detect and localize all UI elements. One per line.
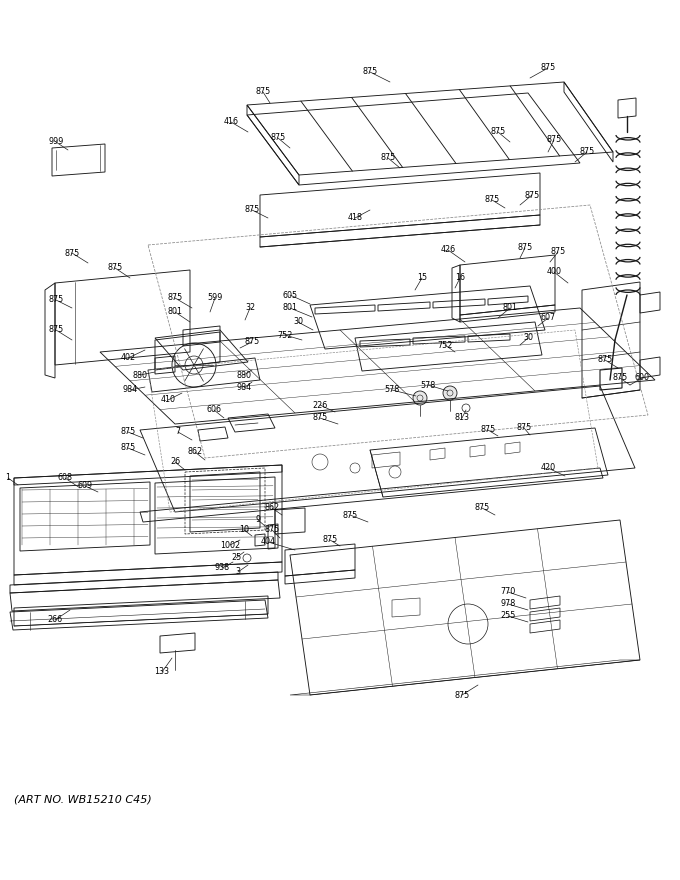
Text: 875: 875 xyxy=(490,128,506,136)
Text: 875: 875 xyxy=(613,373,628,383)
Text: 875: 875 xyxy=(484,195,500,204)
Text: 875: 875 xyxy=(524,190,540,200)
Text: 801: 801 xyxy=(503,304,517,312)
Text: 1002: 1002 xyxy=(220,540,240,549)
Text: 875: 875 xyxy=(65,248,80,258)
Text: 875: 875 xyxy=(517,244,532,253)
Text: 255: 255 xyxy=(500,612,515,620)
Text: 16: 16 xyxy=(455,274,465,282)
Text: 875: 875 xyxy=(541,63,556,72)
Text: 578: 578 xyxy=(420,380,436,390)
Text: (ART NO. WB15210 C45): (ART NO. WB15210 C45) xyxy=(14,795,152,805)
Text: 801: 801 xyxy=(167,307,182,317)
Text: 875: 875 xyxy=(244,338,260,347)
Text: 416: 416 xyxy=(224,118,239,127)
Text: 608: 608 xyxy=(58,473,73,482)
Text: 578: 578 xyxy=(384,385,400,394)
Text: 875: 875 xyxy=(312,414,328,422)
Text: 875: 875 xyxy=(380,153,396,163)
Text: 15: 15 xyxy=(417,274,427,282)
Text: 133: 133 xyxy=(154,668,169,677)
Text: 404: 404 xyxy=(260,538,275,546)
Text: 875: 875 xyxy=(322,536,338,545)
Text: 426: 426 xyxy=(441,246,456,254)
Text: 875: 875 xyxy=(516,423,532,432)
Text: 32: 32 xyxy=(245,304,255,312)
Text: 875: 875 xyxy=(48,326,64,334)
Text: 875: 875 xyxy=(48,296,64,304)
Text: 26: 26 xyxy=(170,458,180,466)
Text: 609: 609 xyxy=(78,481,92,490)
Text: 813: 813 xyxy=(454,414,469,422)
Text: 875: 875 xyxy=(475,503,490,512)
Text: 875: 875 xyxy=(244,206,260,215)
Text: 875: 875 xyxy=(120,444,135,452)
Text: 880: 880 xyxy=(237,370,252,379)
Text: 25: 25 xyxy=(231,554,241,562)
Text: 9: 9 xyxy=(256,516,260,524)
Text: 875: 875 xyxy=(546,136,562,144)
Text: 599: 599 xyxy=(207,294,222,303)
Circle shape xyxy=(443,386,457,400)
Text: 984: 984 xyxy=(237,384,252,392)
Text: 30: 30 xyxy=(523,334,533,342)
Text: 875: 875 xyxy=(454,691,470,700)
Text: 875: 875 xyxy=(550,247,566,256)
Text: 875: 875 xyxy=(120,428,135,436)
Text: 984: 984 xyxy=(122,385,137,394)
Text: 801: 801 xyxy=(282,304,298,312)
Text: 7: 7 xyxy=(175,428,181,436)
Text: 752: 752 xyxy=(437,341,453,349)
Text: 880: 880 xyxy=(133,370,148,379)
Text: 607: 607 xyxy=(541,313,556,322)
Text: 875: 875 xyxy=(362,68,377,77)
Text: 875: 875 xyxy=(271,134,286,143)
Text: 875: 875 xyxy=(579,148,594,157)
Text: 10: 10 xyxy=(239,525,249,534)
Text: 226: 226 xyxy=(312,400,328,409)
Text: 410: 410 xyxy=(160,395,175,405)
Text: 938: 938 xyxy=(214,563,230,573)
Text: 418: 418 xyxy=(347,214,362,223)
Text: 3: 3 xyxy=(235,568,241,576)
Text: 875: 875 xyxy=(480,426,496,435)
Text: 875: 875 xyxy=(342,510,358,519)
Text: 770: 770 xyxy=(500,588,515,597)
Text: 862: 862 xyxy=(265,503,279,512)
Text: 875: 875 xyxy=(256,87,271,97)
Text: 400: 400 xyxy=(547,268,562,276)
Circle shape xyxy=(413,391,427,405)
Text: 999: 999 xyxy=(48,137,64,146)
Text: 862: 862 xyxy=(188,448,203,457)
Text: 752: 752 xyxy=(277,331,292,340)
Text: 420: 420 xyxy=(541,464,556,473)
Text: 1: 1 xyxy=(5,473,10,482)
Text: 875: 875 xyxy=(597,356,613,364)
Text: 30: 30 xyxy=(293,318,303,326)
Text: 605: 605 xyxy=(282,290,298,299)
Text: 600: 600 xyxy=(634,373,649,383)
Text: 266: 266 xyxy=(48,615,63,625)
Text: 606: 606 xyxy=(207,406,222,414)
Text: 875: 875 xyxy=(167,294,183,303)
Text: 875: 875 xyxy=(107,263,122,273)
Text: 402: 402 xyxy=(120,354,135,363)
Text: 875: 875 xyxy=(265,525,279,534)
Text: 978: 978 xyxy=(500,599,515,608)
